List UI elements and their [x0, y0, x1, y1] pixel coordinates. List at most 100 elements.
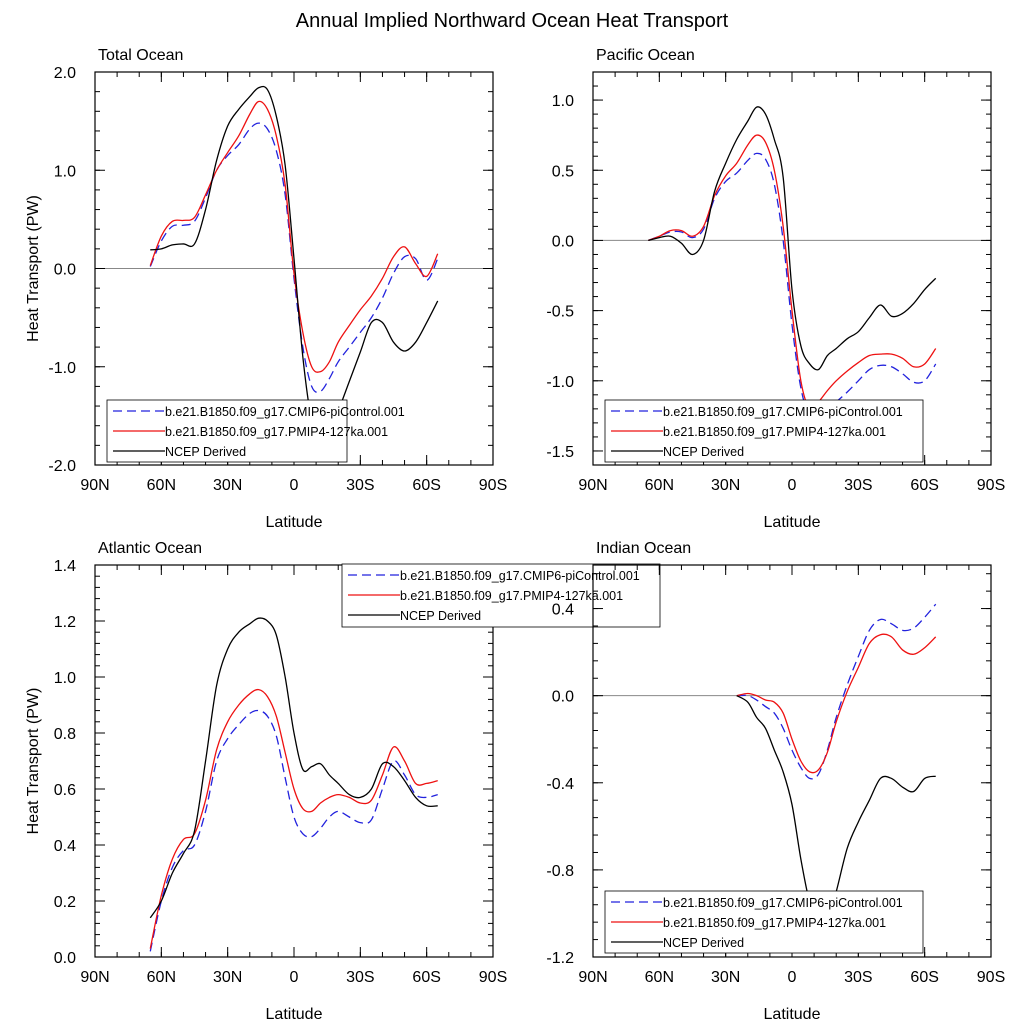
y-tick-label: 0.6 — [54, 782, 76, 799]
x-tick-label: 90N — [578, 969, 607, 986]
legend-label-pmip4: b.e21.B1850.f09_g17.PMIP4-127ka.001 — [663, 425, 886, 439]
series-line-pmip4 — [648, 134, 937, 411]
x-tick-label: 90N — [578, 477, 607, 494]
series-line-ncep — [648, 106, 937, 371]
plot-frame — [94, 564, 494, 958]
legend-label-ncep: NCEP Derived — [663, 936, 744, 950]
y-tick-label: -1.5 — [546, 444, 574, 461]
legend-label-control: b.e21.B1850.f09_g17.CMIP6-piControl.001 — [663, 896, 903, 910]
x-axis-label: Latitude — [266, 1006, 323, 1023]
legend-label-control: b.e21.B1850.f09_g17.CMIP6-piControl.001 — [165, 405, 405, 419]
panel-1: Total Ocean 90N 60N 30N 0 30S 60S 90S -2.0 -1.0 0.… — [25, 47, 507, 531]
x-axis-label: Latitude — [764, 1006, 821, 1023]
series-line-control — [149, 709, 438, 952]
legend-label-pmip4: b.e21.B1850.f09_g17.PMIP4-127ka.001 — [663, 916, 886, 930]
panel-title: Indian Ocean — [596, 540, 691, 557]
y-tick-label: 1.0 — [54, 163, 76, 180]
x-tick-label: 30S — [844, 477, 872, 494]
y-tick-label: 1.0 — [552, 93, 574, 110]
y-tick-label: 0.5 — [552, 163, 574, 180]
x-tick-label: 30S — [346, 969, 374, 986]
y-tick-label: 0.4 — [54, 838, 76, 855]
y-axis-label: Heat Transport (PW) — [25, 688, 42, 835]
y-tick-label: 1.2 — [54, 614, 76, 631]
plot-frame — [592, 71, 992, 466]
series-line-ncep — [150, 85, 439, 442]
y-tick-label: 0.2 — [54, 894, 76, 911]
y-tick-label: 0.0 — [54, 262, 76, 279]
y-tick-label: -1.0 — [48, 360, 76, 377]
x-tick-label: 60N — [645, 477, 674, 494]
legend-label-pmip4: b.e21.B1850.f09_g17.PMIP4-127ka.001 — [165, 425, 388, 439]
y-tick-label: -0.8 — [546, 863, 574, 880]
x-tick-label: 90S — [977, 477, 1005, 494]
x-tick-label: 90S — [479, 477, 507, 494]
y-tick-label: 0.4 — [552, 602, 574, 619]
x-tick-label: 0 — [788, 477, 797, 494]
plot-frame — [94, 71, 494, 466]
legend-label-ncep: NCEP Derived — [165, 445, 246, 459]
series-line-pmip4 — [149, 100, 439, 373]
y-tick-label: 2.0 — [54, 65, 76, 82]
panel-title: Total Ocean — [98, 47, 183, 64]
x-tick-label: 30N — [213, 969, 242, 986]
panel-title: Atlantic Ocean — [98, 540, 202, 557]
x-tick-label: 60N — [147, 969, 176, 986]
x-tick-label: 0 — [290, 969, 299, 986]
series-line-control — [736, 603, 937, 780]
legend: b.e21.B1850.f09_g17.CMIP6-piControl.001b… — [106, 399, 405, 463]
figure-title: Annual Implied Northward Ocean Heat Tran… — [296, 10, 729, 32]
plot-frame — [592, 564, 992, 958]
x-axis-label: Latitude — [266, 514, 323, 531]
x-tick-label: 60N — [645, 969, 674, 986]
legend-label-ncep: NCEP Derived — [663, 445, 744, 459]
y-tick-label: 0.0 — [552, 689, 574, 706]
x-tick-label: 90N — [80, 477, 109, 494]
x-tick-label: 60S — [910, 969, 938, 986]
x-tick-label: 60S — [412, 969, 440, 986]
legend: b.e21.B1850.f09_g17.CMIP6-piControl.001b… — [341, 563, 661, 628]
x-tick-label: 60S — [412, 477, 440, 494]
series-line-ncep — [149, 617, 438, 919]
series-line-pmip4 — [736, 633, 937, 774]
y-axis-label: Heat Transport (PW) — [25, 195, 42, 342]
panel-2: Pacific Ocean 90N 60N 30N 0 30S 60S 90S -1.5 -1.0… — [546, 47, 1005, 531]
y-tick-label: -0.5 — [546, 304, 574, 321]
x-tick-label: 30N — [711, 477, 740, 494]
legend: b.e21.B1850.f09_g17.CMIP6-piControl.001b… — [604, 399, 924, 463]
y-tick-label: 0.0 — [54, 950, 76, 967]
legend-box — [604, 890, 924, 954]
x-tick-label: 90S — [977, 969, 1005, 986]
legend-label-control: b.e21.B1850.f09_g17.CMIP6-piControl.001 — [663, 405, 903, 419]
x-tick-label: 0 — [290, 477, 299, 494]
panel-3: Atlantic Ocean 90N 60N 30N 0 30S 60S 90S 0.0 0.2 0… — [25, 540, 661, 1023]
y-tick-label: 0.0 — [552, 233, 574, 250]
y-tick-label: 1.0 — [54, 670, 76, 687]
legend-label-pmip4: b.e21.B1850.f09_g17.PMIP4-127ka.001 — [400, 589, 623, 603]
series-line-pmip4 — [149, 688, 438, 949]
legend-label-ncep: NCEP Derived — [400, 609, 481, 623]
x-tick-label: 30N — [711, 969, 740, 986]
x-tick-label: 30S — [844, 969, 872, 986]
y-tick-label: -1.2 — [546, 950, 574, 967]
x-tick-label: 60N — [147, 477, 176, 494]
x-axis-label: Latitude — [764, 514, 821, 531]
y-tick-label: -2.0 — [48, 458, 76, 475]
y-tick-label: 1.4 — [54, 558, 76, 575]
x-tick-label: 30N — [213, 477, 242, 494]
panel-4: Indian Ocean 90N 60N 30N 0 30S 60S 90S -1.2 -0.8 -… — [546, 540, 1005, 1023]
x-tick-label: 30S — [346, 477, 374, 494]
x-tick-label: 90S — [479, 969, 507, 986]
x-tick-label: 0 — [788, 969, 797, 986]
panel-title: Pacific Ocean — [596, 47, 695, 64]
y-tick-label: -0.4 — [546, 776, 574, 793]
legend: b.e21.B1850.f09_g17.CMIP6-piControl.001b… — [604, 890, 924, 954]
x-tick-label: 60S — [910, 477, 938, 494]
y-tick-label: -1.0 — [546, 374, 574, 391]
legend-label-control: b.e21.B1850.f09_g17.CMIP6-piControl.001 — [400, 569, 640, 583]
y-tick-label: 0.8 — [54, 726, 76, 743]
series-line-control — [648, 152, 937, 419]
x-tick-label: 90N — [80, 969, 109, 986]
